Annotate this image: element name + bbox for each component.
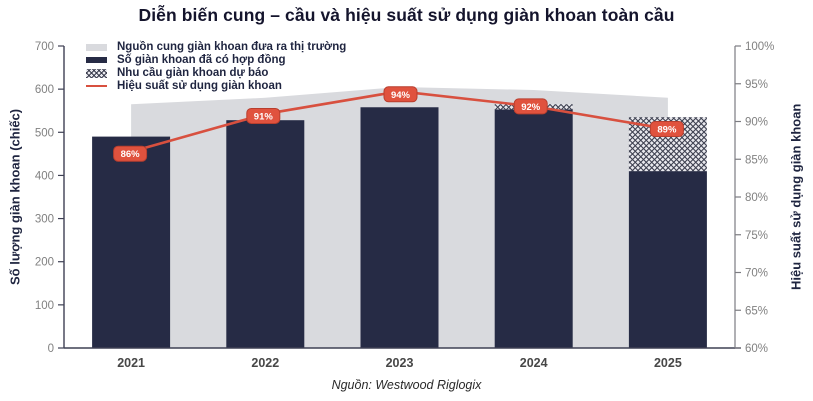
left-axis-tick-label-200: 200 (35, 257, 54, 269)
x-axis-label-2021: 2021 (117, 356, 145, 370)
legend-item-contracted: Số giàn khoan đã có hợp đồng (86, 54, 346, 66)
x-axis-label-2023: 2023 (386, 356, 414, 370)
right-axis-tick-label-100%: 100% (745, 41, 774, 53)
right-axis-tick-label-85%: 85% (745, 154, 768, 166)
utilization-badge-label-2025: 89% (657, 125, 677, 136)
x-axis-label-2025: 2025 (654, 356, 682, 370)
contracted-bar-2023 (360, 107, 439, 349)
contracted-bar-2024 (494, 109, 573, 348)
demand-hatch-swatch-icon (86, 68, 107, 78)
right-axis-tick-label-95%: 95% (745, 79, 768, 91)
right-axis-tick-label-80%: 80% (745, 192, 768, 204)
supply-swatch-icon (86, 43, 107, 51)
right-axis-tick-label-90%: 90% (745, 117, 768, 129)
left-axis-tick-label-400: 400 (35, 170, 54, 182)
utilization-badge-2023 (383, 86, 418, 103)
utilization-badge-2021 (113, 145, 148, 162)
source-attribution: Nguồn: Westwood Riglogix (331, 378, 482, 392)
right-axis-tick-label-70%: 70% (745, 268, 768, 280)
utilization-line-swatch-icon (86, 84, 107, 88)
legend-label: Nhu cầu giàn khoan dự báo (117, 67, 269, 79)
left-axis-tick-label-100: 100 (35, 300, 54, 312)
left-axis-tick-label-700: 700 (35, 41, 54, 53)
utilization-badge-label-2022: 91% (254, 111, 274, 122)
legend-item-demand: Nhu cầu giàn khoan dự báo (86, 67, 346, 79)
left-axis-tick-label-500: 500 (35, 127, 54, 139)
legend-item-utilization: Hiệu suất sử dụng giàn khoan (86, 80, 346, 92)
contracted-bar-2022 (226, 120, 305, 348)
legend-item-supply: Nguồn cung giàn khoan đưa ra thị trường (86, 41, 346, 53)
contracted-bar-2021 (92, 136, 171, 348)
legend-label: Số giàn khoan đã có hợp đồng (117, 54, 286, 66)
utilization-badge-2025 (649, 121, 684, 138)
utilization-badge-2024 (513, 98, 548, 115)
right-axis-tick-label-60%: 60% (745, 343, 768, 355)
left-axis-tick-label-300: 300 (35, 214, 54, 226)
left-axis-tick-label-600: 600 (35, 84, 54, 96)
utilization-badge-label-2024: 92% (521, 102, 541, 113)
left-axis-tick-label-0: 0 (48, 343, 54, 355)
contracted-bar-2025 (628, 171, 707, 348)
right-axis-tick-label-65%: 65% (745, 305, 768, 317)
left-axis-title: Số lượng giàn khoan (chiếc) (7, 108, 23, 286)
x-axis-label-2024: 2024 (520, 356, 548, 370)
legend-label: Nguồn cung giàn khoan đưa ra thị trường (117, 41, 347, 53)
x-axis-label-2022: 2022 (251, 356, 279, 370)
contracted-swatch-icon (86, 57, 107, 63)
utilization-badge-label-2023: 94% (391, 90, 411, 101)
right-axis-tick-label-75%: 75% (745, 230, 768, 242)
chart-legend: Nguồn cung giàn khoan đưa ra thị trường … (86, 41, 346, 92)
utilization-badge-label-2021: 86% (121, 149, 141, 160)
right-axis-title: Hiệu suất sử dụng giàn khoan (788, 103, 804, 291)
chart-title: Diễn biến cung – cầu và hiệu suất sử dụn… (138, 5, 675, 25)
legend-label: Hiệu suất sử dụng giàn khoan (117, 80, 282, 92)
utilization-badge-2022 (246, 107, 281, 124)
